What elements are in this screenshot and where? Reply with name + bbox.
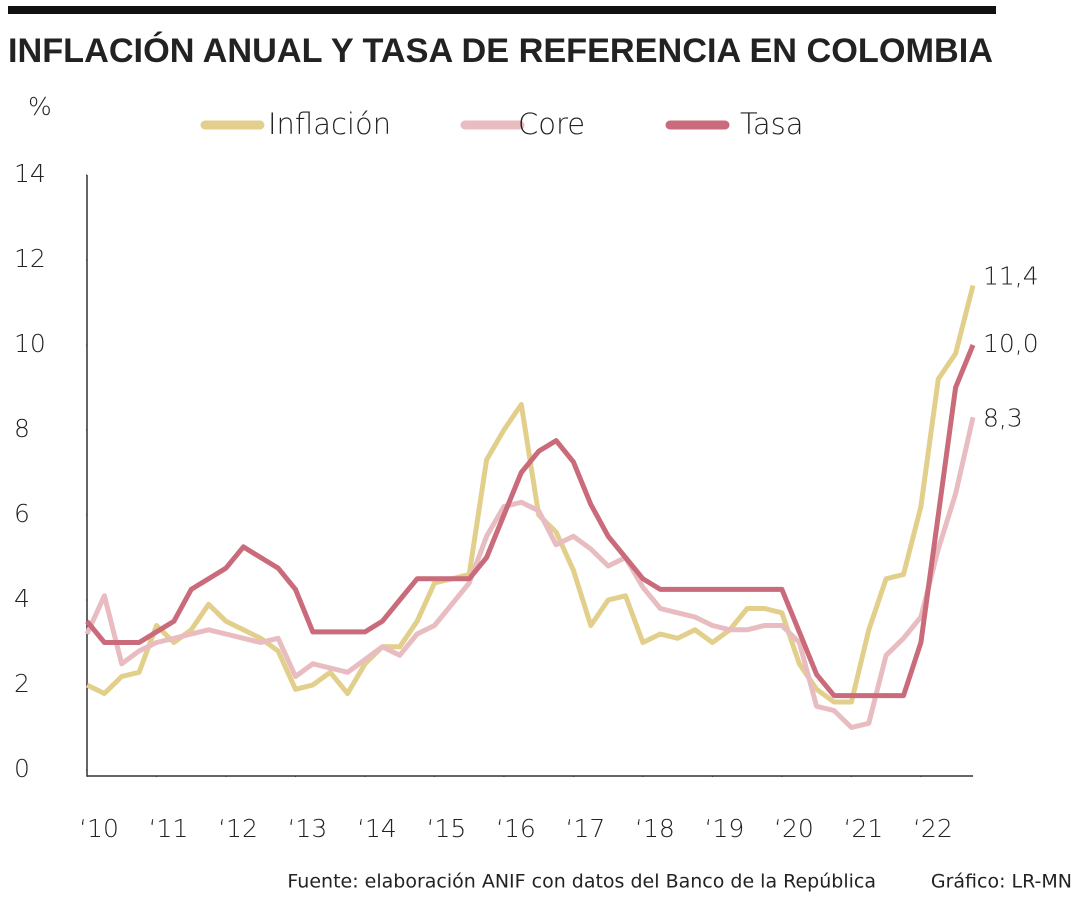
series-line [85,344,976,699]
legend-label: Tasa [740,107,804,141]
y-tick-label: 14 [14,159,46,188]
value-label: 11,4 [983,262,1039,291]
source: Fuente: elaboración ANIF con datos del B… [287,871,876,893]
y-tick-label: 0 [14,754,30,783]
x-tick-label: ‘13 [288,814,328,843]
series-line [84,416,976,730]
x-tick-label: ‘19 [705,814,745,843]
x-tick-label: ‘11 [149,814,189,843]
x-tick-label: ‘15 [427,814,467,843]
top-rule [8,6,996,14]
value-label: 8,3 [983,403,1023,432]
y-tick-label: 8 [14,414,30,443]
x-tick-label: ‘21 [844,814,884,843]
y-tick-label: 6 [14,499,30,528]
y-unit: % [28,92,52,121]
x-tick-label: ‘22 [913,814,953,843]
y-tick-label: 2 [14,669,30,698]
x-tick-label: ‘10 [79,814,119,843]
x-tick-label: ‘20 [774,814,814,843]
y-tick-label: 12 [14,244,46,273]
legend-label: Core [518,107,585,141]
y-tick-label: 4 [14,584,30,613]
x-tick-label: ‘17 [566,814,606,843]
x-tick-label: ‘12 [218,814,258,843]
x-tick-label: ‘16 [496,814,536,843]
legend-label: Inflación [268,107,391,141]
x-tick-label: ‘14 [357,814,397,843]
value-label: 10,0 [983,329,1039,358]
y-tick-label: 10 [14,329,46,358]
series-line [85,284,976,705]
chart-title: INFLACIÓN ANUAL Y TASA DE REFERENCIA EN … [8,32,993,70]
x-tick-label: ‘18 [635,814,675,843]
credit: Gráfico: LR-MN [931,871,1072,893]
